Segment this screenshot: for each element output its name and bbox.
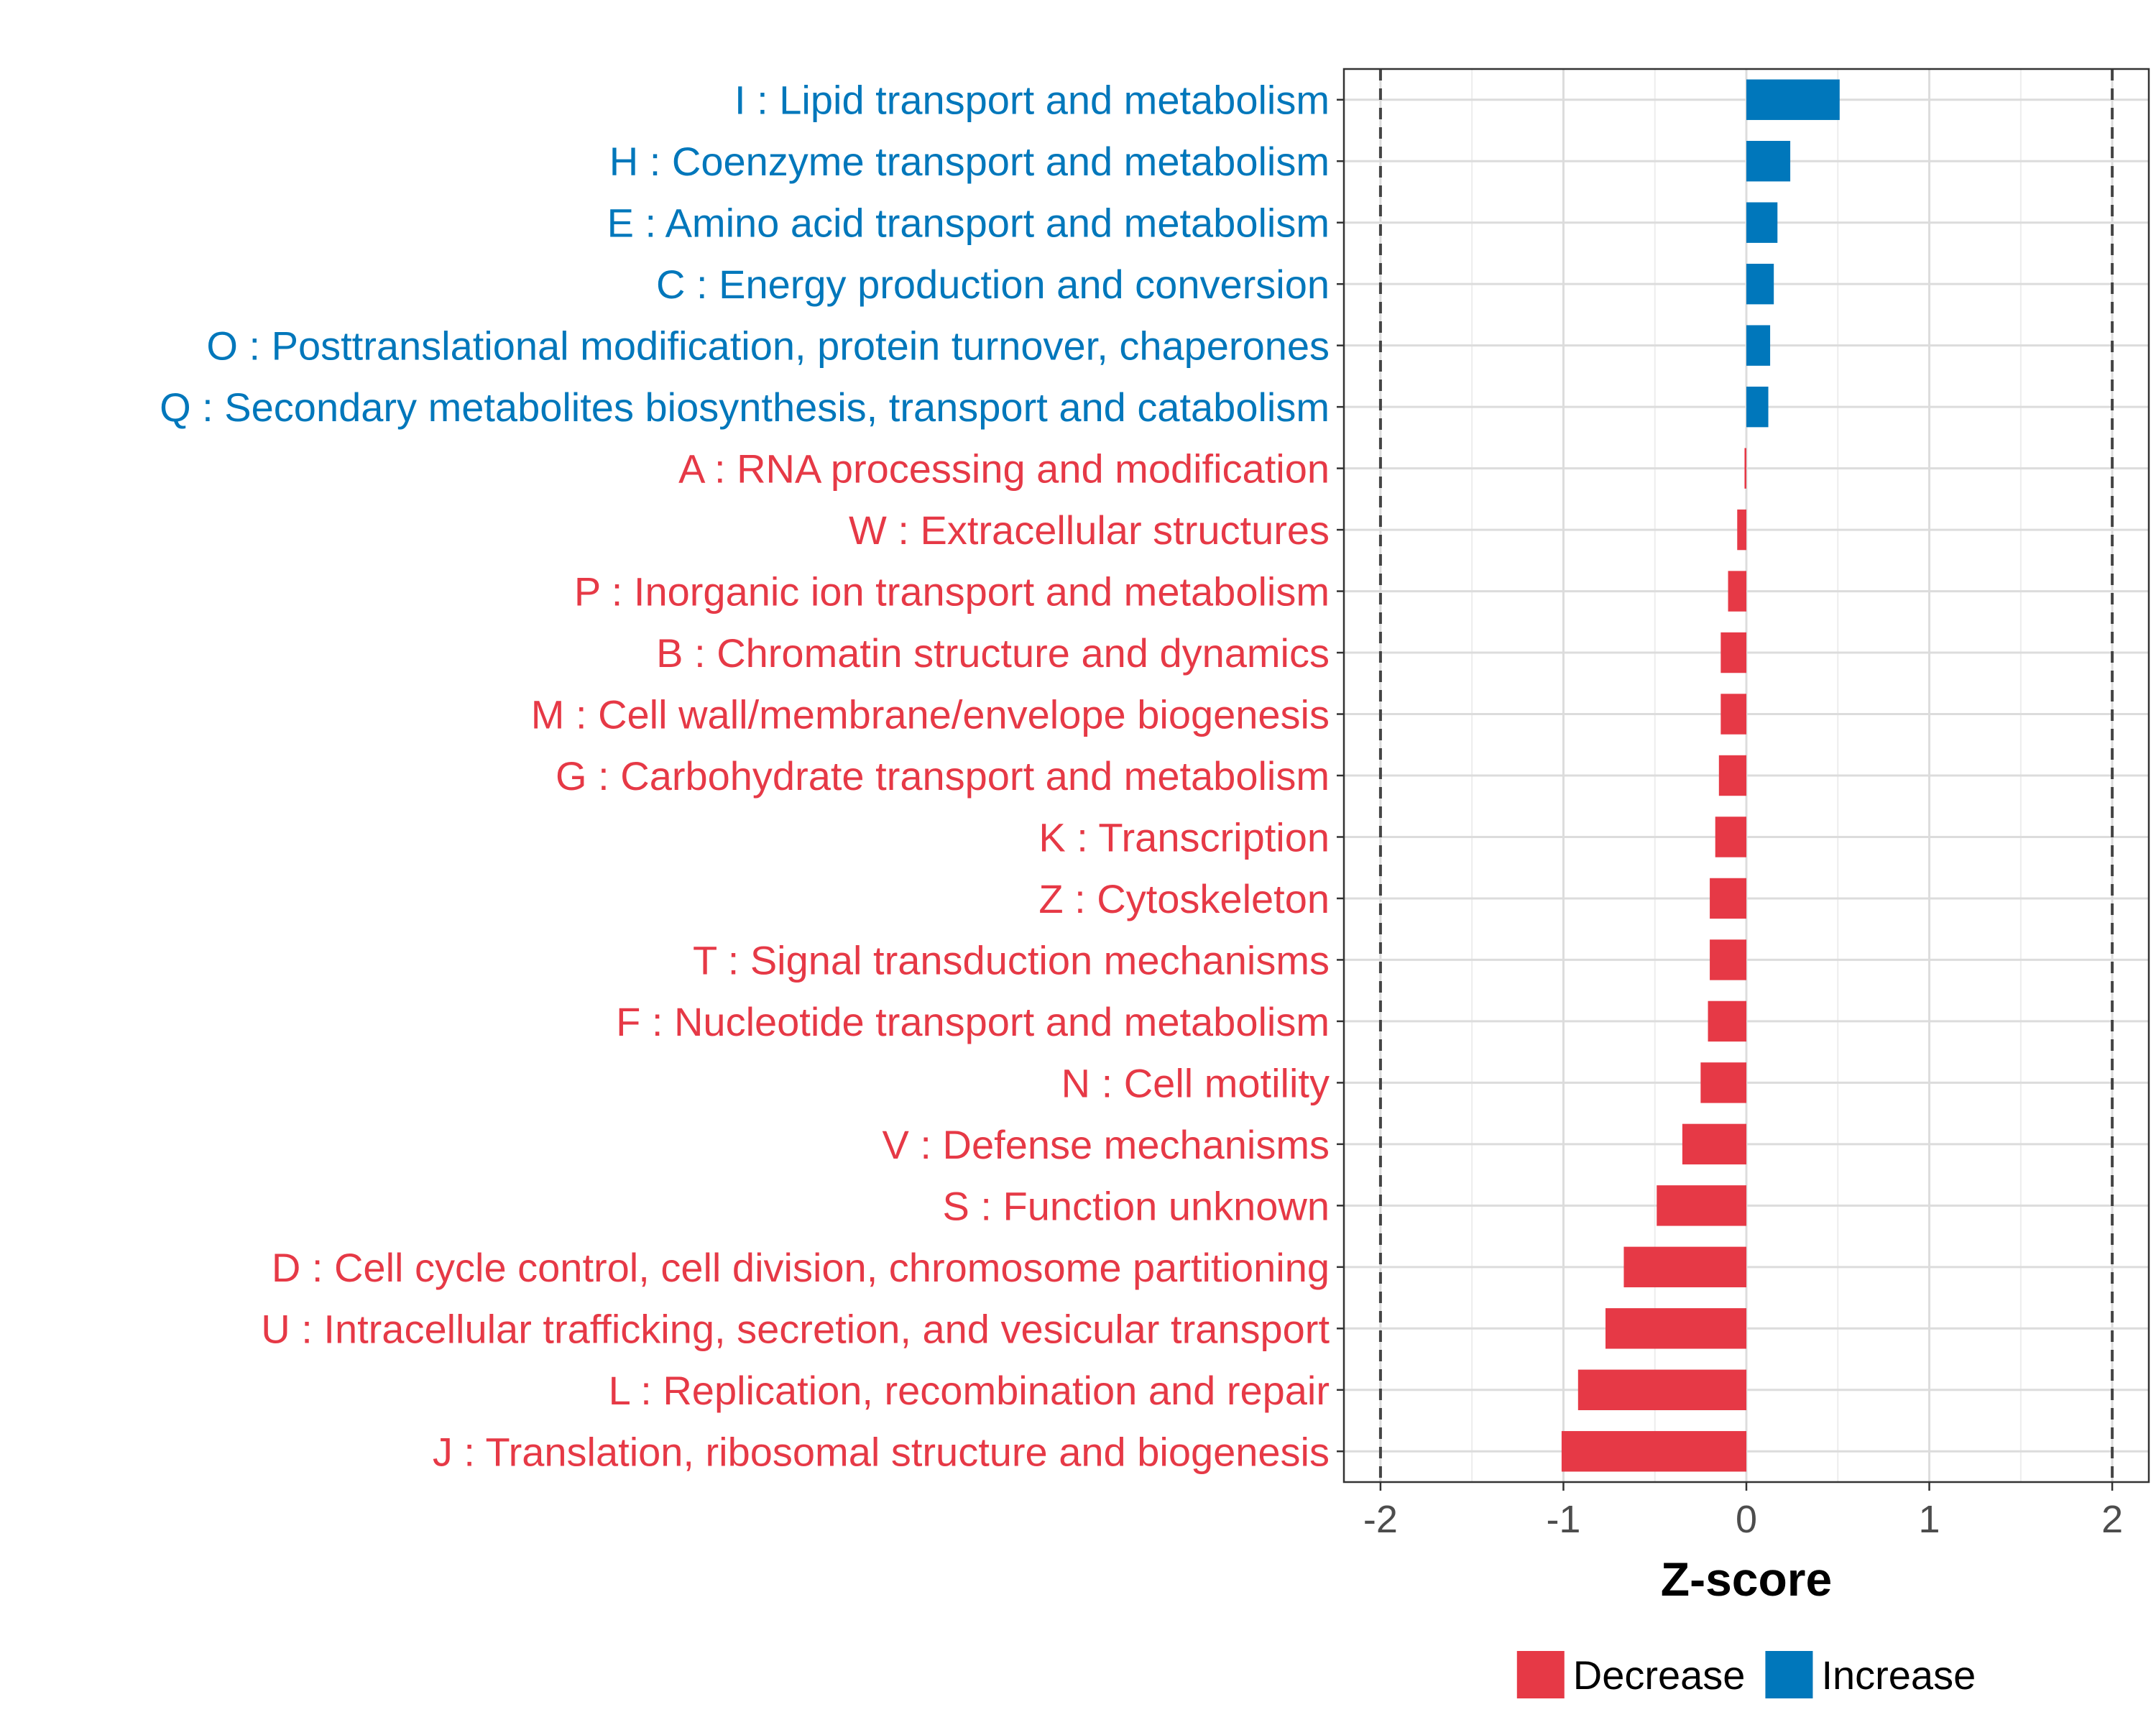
category-label: H : Coenzyme transport and metabolism xyxy=(609,139,1330,184)
legend-label-increase: Increase xyxy=(1821,1652,1976,1698)
bar xyxy=(1744,448,1746,489)
category-label: Z : Cytoskeleton xyxy=(1038,876,1330,921)
bar xyxy=(1700,1062,1746,1103)
category-label: O : Posttranslational modification, prot… xyxy=(206,323,1330,369)
category-label: J : Translation, ribosomal structure and… xyxy=(433,1429,1330,1474)
category-label: F : Nucleotide transport and metabolism xyxy=(616,999,1330,1044)
x-axis-ticks xyxy=(1379,1482,2114,1491)
category-label: A : RNA processing and modification xyxy=(678,446,1330,492)
bar xyxy=(1728,571,1746,612)
y-axis-ticks xyxy=(1337,98,1344,1453)
x-tick-label: 1 xyxy=(1919,1498,1940,1541)
category-label: C : Energy production and conversion xyxy=(656,262,1330,307)
bar xyxy=(1657,1185,1746,1226)
legend-label-decrease: Decrease xyxy=(1573,1652,1746,1698)
legend-swatch-increase xyxy=(1765,1651,1813,1698)
x-axis-labels: -2 -1 0 1 2 xyxy=(1363,1498,2123,1541)
bar xyxy=(1710,878,1746,919)
bar xyxy=(1682,1123,1746,1165)
x-tick-label: 0 xyxy=(1736,1498,1757,1541)
category-label: M : Cell wall/membrane/envelope biogenes… xyxy=(531,692,1330,737)
bar xyxy=(1720,632,1746,673)
category-label: K : Transcription xyxy=(1038,814,1330,860)
bar xyxy=(1718,755,1746,796)
category-label: S : Function unknown xyxy=(942,1183,1330,1228)
bars xyxy=(1561,79,1840,1472)
x-tick-label: 2 xyxy=(2101,1498,2123,1541)
category-label: U : Intracellular trafficking, secretion… xyxy=(261,1306,1330,1351)
bar xyxy=(1561,1431,1746,1472)
bar xyxy=(1746,386,1769,428)
category-label: B : Chromatin structure and dynamics xyxy=(656,630,1330,676)
category-label: N : Cell motility xyxy=(1061,1060,1330,1105)
bar xyxy=(1708,1000,1746,1042)
reference-lines xyxy=(1378,69,2114,1482)
bar xyxy=(1710,939,1746,980)
category-label: T : Signal transduction mechanisms xyxy=(693,937,1330,983)
x-tick-label: -2 xyxy=(1363,1498,1398,1541)
bar xyxy=(1606,1308,1746,1349)
bar xyxy=(1737,509,1746,551)
category-label: V : Defense mechanisms xyxy=(883,1122,1330,1167)
legend: Decrease Increase xyxy=(1516,1651,1976,1698)
legend-swatch-decrease xyxy=(1516,1651,1565,1698)
bar xyxy=(1746,79,1840,120)
bar xyxy=(1746,202,1778,243)
category-label: I : Lipid transport and metabolism xyxy=(734,78,1330,123)
bar xyxy=(1746,263,1774,305)
y-axis-labels: I : Lipid transport and metabolism H : Co… xyxy=(160,78,1330,1475)
category-label: W : Extracellular structures xyxy=(849,507,1330,553)
bar xyxy=(1746,325,1771,366)
x-tick-label: -1 xyxy=(1546,1498,1580,1541)
category-label: Q : Secondary metabolites biosynthesis, … xyxy=(160,385,1330,430)
category-label: E : Amino acid transport and metabolism xyxy=(607,201,1330,246)
bar xyxy=(1577,1369,1746,1410)
bar xyxy=(1720,694,1746,735)
category-label: P : Inorganic ion transport and metaboli… xyxy=(574,569,1330,615)
bar xyxy=(1746,141,1791,182)
category-label: G : Carbohydrate transport and metabolis… xyxy=(556,753,1330,799)
category-label: D : Cell cycle control, cell division, c… xyxy=(272,1245,1330,1290)
category-label: L : Replication, recombination and repai… xyxy=(609,1368,1330,1413)
bar xyxy=(1715,816,1746,857)
bar xyxy=(1623,1246,1746,1288)
x-axis-title: Z-score xyxy=(1661,1552,1832,1606)
